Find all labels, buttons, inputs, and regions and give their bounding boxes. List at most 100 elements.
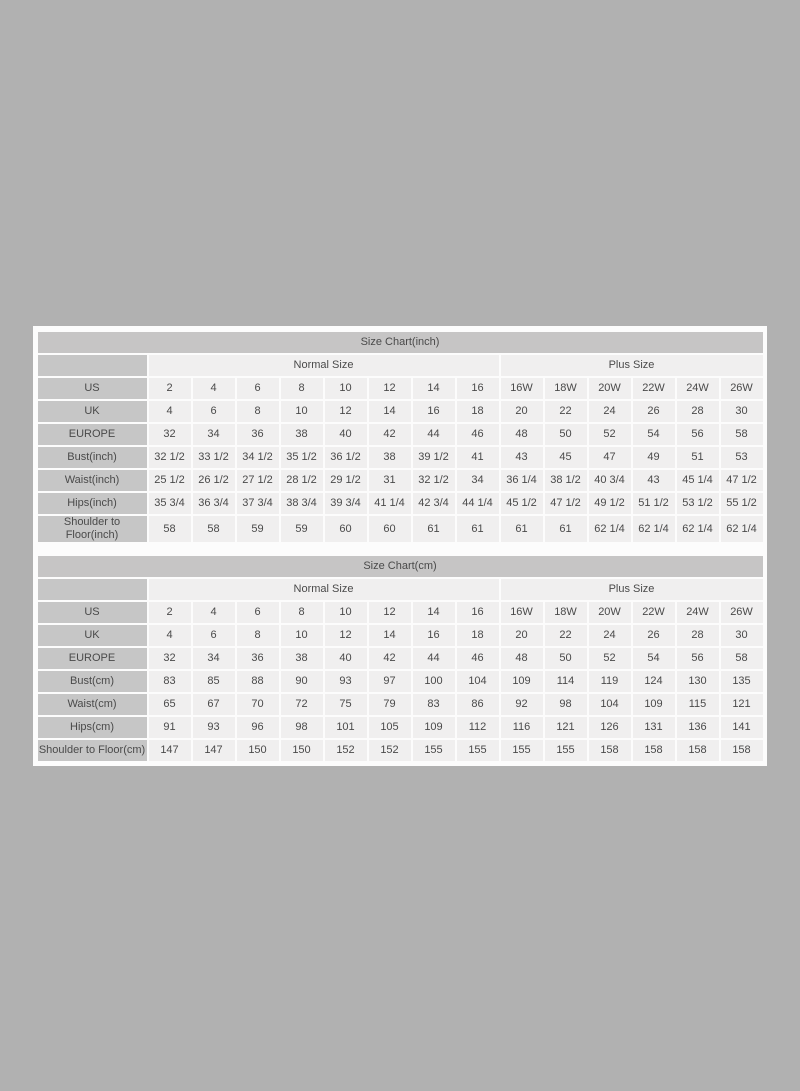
size-cell: 24W <box>676 602 719 623</box>
size-cell: 135 <box>720 671 763 692</box>
size-cell: 109 <box>632 694 675 715</box>
size-cell: 62 1/4 <box>632 516 675 542</box>
size-cell: 83 <box>412 694 455 715</box>
size-cell: 79 <box>368 694 411 715</box>
row-label: Shoulder to Floor(inch) <box>37 516 147 542</box>
size-cell: 101 <box>324 717 367 738</box>
size-cell: 36 1/4 <box>500 470 543 491</box>
size-cell: 62 1/4 <box>588 516 631 542</box>
table-row: Shoulder to Floor(inch) 58 58 59 59 60 60 61 61 6… <box>37 516 763 542</box>
size-cell: 18W <box>544 602 587 623</box>
table-row: UK 4 6 8 10 12 14 16 18 20 22 24 26 28 30 <box>37 625 763 646</box>
size-cell: 41 1/4 <box>368 493 411 514</box>
table-row: US 2 4 6 8 10 12 14 16 16W 18W 20W 22W 24W 26W <box>37 378 763 399</box>
size-cell: 39 3/4 <box>324 493 367 514</box>
group-header-row: Normal Size Plus Size <box>37 355 763 376</box>
size-cell: 43 <box>632 470 675 491</box>
size-cell: 58 <box>148 516 191 542</box>
size-cell: 55 1/2 <box>720 493 763 514</box>
size-cell: 104 <box>588 694 631 715</box>
size-cell: 32 <box>148 648 191 669</box>
table-title-row: Size Chart(cm) <box>37 556 763 577</box>
size-cell: 90 <box>280 671 323 692</box>
size-cell: 52 <box>588 424 631 445</box>
size-cell: 61 <box>500 516 543 542</box>
row-label: Waist(cm) <box>37 694 147 715</box>
size-cell: 109 <box>412 717 455 738</box>
row-label: Bust(cm) <box>37 671 147 692</box>
table-title: Size Chart(inch) <box>37 332 763 353</box>
size-cell: 46 <box>456 424 499 445</box>
size-chart-inch-table: Size Chart(inch) Normal Size Plus Size US 2 4… <box>36 330 765 544</box>
size-cell: 104 <box>456 671 499 692</box>
table-row: Shoulder to Floor(cm) 147 147 150 150 152 152 1… <box>37 740 763 761</box>
size-cell: 40 <box>324 424 367 445</box>
size-cell: 4 <box>148 625 191 646</box>
size-cell: 130 <box>676 671 719 692</box>
size-cell: 92 <box>500 694 543 715</box>
size-cell: 54 <box>632 648 675 669</box>
size-cell: 56 <box>676 424 719 445</box>
size-cell: 36 <box>236 648 279 669</box>
size-cell: 141 <box>720 717 763 738</box>
size-cell: 152 <box>368 740 411 761</box>
size-cell: 85 <box>192 671 235 692</box>
size-cell: 24W <box>676 378 719 399</box>
size-cell: 43 <box>500 447 543 468</box>
size-cell: 25 1/2 <box>148 470 191 491</box>
size-cell: 65 <box>148 694 191 715</box>
size-cell: 2 <box>148 602 191 623</box>
size-cell: 10 <box>324 378 367 399</box>
size-cell: 42 <box>368 424 411 445</box>
row-label: Hips(cm) <box>37 717 147 738</box>
size-cell: 58 <box>192 516 235 542</box>
size-cell: 29 1/2 <box>324 470 367 491</box>
size-cell: 18 <box>456 401 499 422</box>
size-cell: 38 1/2 <box>544 470 587 491</box>
row-label: Hips(inch) <box>37 493 147 514</box>
size-cell: 72 <box>280 694 323 715</box>
size-cell: 97 <box>368 671 411 692</box>
size-cell: 20 <box>500 401 543 422</box>
size-cell: 10 <box>280 625 323 646</box>
size-cell: 53 1/2 <box>676 493 719 514</box>
size-cell: 50 <box>544 424 587 445</box>
size-cell: 45 <box>544 447 587 468</box>
size-cell: 8 <box>236 401 279 422</box>
size-cell: 67 <box>192 694 235 715</box>
size-cell: 150 <box>280 740 323 761</box>
size-cell: 35 3/4 <box>148 493 191 514</box>
size-cell: 6 <box>236 378 279 399</box>
size-cell: 6 <box>192 625 235 646</box>
size-cell: 155 <box>412 740 455 761</box>
size-cell: 58 <box>720 424 763 445</box>
size-cell: 22 <box>544 625 587 646</box>
size-cell: 109 <box>500 671 543 692</box>
size-cell: 28 <box>676 401 719 422</box>
size-cell: 28 1/2 <box>280 470 323 491</box>
table-title-row: Size Chart(inch) <box>37 332 763 353</box>
size-cell: 75 <box>324 694 367 715</box>
size-cell: 10 <box>280 401 323 422</box>
size-cell: 26W <box>720 602 763 623</box>
size-cell: 158 <box>632 740 675 761</box>
table-row: Hips(inch) 35 3/4 36 3/4 37 3/4 38 3/4 39 3/4… <box>37 493 763 514</box>
table-row: Bust(inch) 32 1/2 33 1/2 34 1/2 35 1/2 36 1/2… <box>37 447 763 468</box>
size-cell: 37 3/4 <box>236 493 279 514</box>
size-cell: 32 1/2 <box>412 470 455 491</box>
size-cell: 12 <box>368 602 411 623</box>
size-cell: 38 3/4 <box>280 493 323 514</box>
size-cell: 155 <box>456 740 499 761</box>
size-cell: 22W <box>632 378 675 399</box>
row-label: EUROPE <box>37 648 147 669</box>
row-label: UK <box>37 625 147 646</box>
size-cell: 14 <box>368 401 411 422</box>
size-cell: 34 <box>192 424 235 445</box>
size-cell: 42 3/4 <box>412 493 455 514</box>
size-cell: 30 <box>720 401 763 422</box>
size-cell: 4 <box>148 401 191 422</box>
size-cell: 30 <box>720 625 763 646</box>
size-cell: 42 <box>368 648 411 669</box>
size-cell: 83 <box>148 671 191 692</box>
size-cell: 20 <box>500 625 543 646</box>
